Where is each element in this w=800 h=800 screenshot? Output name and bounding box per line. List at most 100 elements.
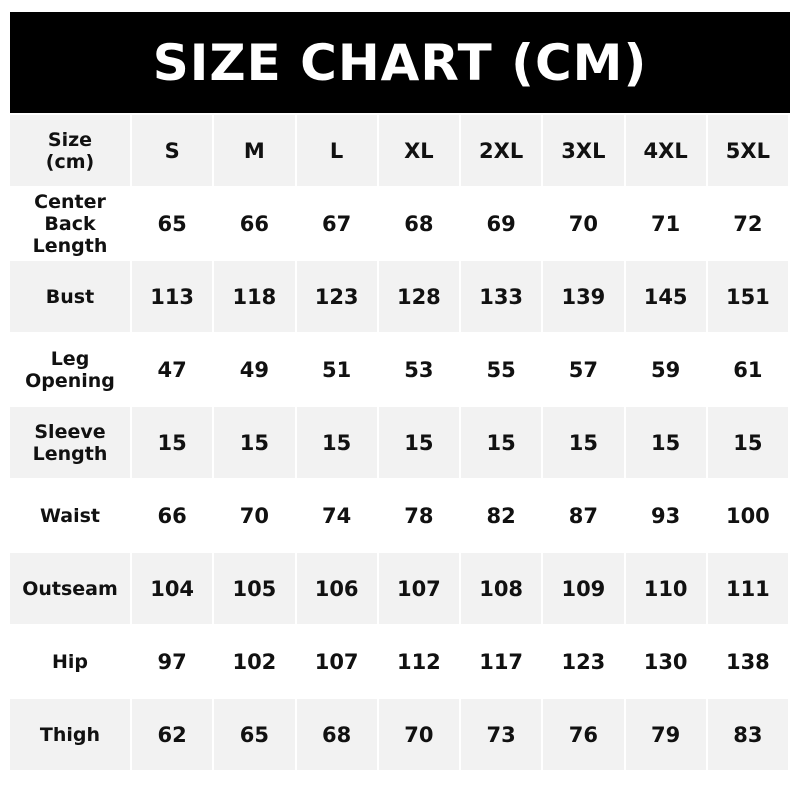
value-cell: 15 xyxy=(214,407,295,478)
value-cell: 76 xyxy=(543,699,624,770)
value-cell-text: 15 xyxy=(157,430,187,455)
value-cell: 51 xyxy=(296,334,377,405)
value-cell-text: 66 xyxy=(157,503,187,528)
value-cell: 118 xyxy=(214,261,295,332)
value-cell: 87 xyxy=(543,480,624,551)
table-row: Hip 97 102 107 112 117 123 130 138 xyxy=(10,626,788,697)
row-label-cell: Leg Opening xyxy=(10,334,130,405)
table-row: Leg Opening 47 49 51 53 55 57 59 61 xyxy=(10,334,788,405)
value-cell: 82 xyxy=(461,480,542,551)
value-cell: 65 xyxy=(214,699,295,770)
value-cell: 105 xyxy=(214,553,295,624)
value-cell: 93 xyxy=(625,480,706,551)
value-cell: 57 xyxy=(543,334,624,405)
value-cell-text: 139 xyxy=(561,284,606,309)
value-cell-text: 68 xyxy=(322,722,352,747)
table-row: Waist 66 70 74 78 82 87 93 100 xyxy=(10,480,788,551)
value-cell: 113 xyxy=(132,261,213,332)
value-cell: 97 xyxy=(132,626,213,697)
value-cell: 71 xyxy=(625,188,706,259)
value-cell: 49 xyxy=(214,334,295,405)
value-cell: 62 xyxy=(132,699,213,770)
value-cell-text: 112 xyxy=(396,649,441,674)
value-cell: 70 xyxy=(543,188,624,259)
value-cell: 130 xyxy=(625,626,706,697)
value-cell-text: 57 xyxy=(568,357,598,382)
header-row: Size (cm) S M L XL 2XL 3XL 4XL 5XL xyxy=(10,115,788,186)
row-label-cell: Waist xyxy=(10,480,130,551)
value-cell-text: 53 xyxy=(404,357,434,382)
value-cell-text: 15 xyxy=(568,430,598,455)
table-row: Thigh 62 65 68 70 73 76 79 83 xyxy=(10,699,788,770)
value-cell-text: 97 xyxy=(157,649,187,674)
value-cell-text: 15 xyxy=(651,430,681,455)
value-cell-text: 51 xyxy=(322,357,352,382)
value-cell-text: 65 xyxy=(157,211,187,236)
value-cell-text: 151 xyxy=(725,284,770,309)
value-cell-text: 70 xyxy=(568,211,598,236)
value-cell-text: 100 xyxy=(725,503,770,528)
size-header-cell-text: XL xyxy=(404,138,434,163)
value-cell: 53 xyxy=(378,334,459,405)
value-cell-text: 74 xyxy=(322,503,352,528)
size-header-cell-text: 3XL xyxy=(561,138,606,163)
value-cell-text: 87 xyxy=(568,503,598,528)
value-cell: 74 xyxy=(296,480,377,551)
row-label-cell: Bust xyxy=(10,261,130,332)
value-cell-text: 107 xyxy=(314,649,359,674)
value-cell: 65 xyxy=(132,188,213,259)
value-cell-text: 70 xyxy=(404,722,434,747)
value-cell: 83 xyxy=(707,699,788,770)
value-cell-text: 104 xyxy=(150,576,195,601)
value-cell: 72 xyxy=(707,188,788,259)
value-cell: 67 xyxy=(296,188,377,259)
value-cell-text: 62 xyxy=(157,722,187,747)
value-cell-text: 49 xyxy=(239,357,269,382)
value-cell: 15 xyxy=(461,407,542,478)
value-cell: 78 xyxy=(378,480,459,551)
value-cell-text: 145 xyxy=(643,284,688,309)
value-cell-text: 73 xyxy=(486,722,516,747)
value-cell-text: 47 xyxy=(157,357,187,382)
size-header-cell: S xyxy=(132,115,213,186)
value-cell-text: 61 xyxy=(733,357,763,382)
size-header-cell-text: S xyxy=(164,138,180,163)
value-cell-text: 82 xyxy=(486,503,516,528)
value-cell-text: 107 xyxy=(396,576,441,601)
size-header-cell-text: 4XL xyxy=(643,138,688,163)
value-cell: 15 xyxy=(625,407,706,478)
value-cell: 138 xyxy=(707,626,788,697)
value-cell: 70 xyxy=(214,480,295,551)
row-label-cell-text: Hip xyxy=(51,650,88,673)
value-cell: 128 xyxy=(378,261,459,332)
value-cell-text: 93 xyxy=(651,503,681,528)
table-row: Sleeve Length 15 15 15 15 15 15 15 15 xyxy=(10,407,788,478)
row-label-cell-text: Waist xyxy=(39,504,100,527)
value-cell-text: 72 xyxy=(733,211,763,236)
value-cell: 110 xyxy=(625,553,706,624)
row-label-cell-text: Leg Opening xyxy=(25,347,115,392)
size-header-cell: 5XL xyxy=(707,115,788,186)
table-row: Center Back Length 65 66 67 68 69 70 71 72 xyxy=(10,188,788,259)
value-cell-text: 69 xyxy=(486,211,516,236)
size-chart-table: Size (cm) S M L XL 2XL 3XL 4XL 5XL Center Back Le… xyxy=(8,113,790,772)
value-cell: 15 xyxy=(378,407,459,478)
value-cell: 66 xyxy=(132,480,213,551)
value-cell: 61 xyxy=(707,334,788,405)
size-header-cell-text: 2XL xyxy=(479,138,524,163)
value-cell: 100 xyxy=(707,480,788,551)
value-cell-text: 138 xyxy=(725,649,770,674)
value-cell-text: 15 xyxy=(404,430,434,455)
page-title: SIZE CHART (CM) xyxy=(152,33,648,92)
row-label-cell: Thigh xyxy=(10,699,130,770)
value-cell-text: 109 xyxy=(561,576,606,601)
table-row: Outseam 104 105 106 107 108 109 110 111 xyxy=(10,553,788,624)
value-cell-text: 111 xyxy=(725,576,770,601)
title-banner: SIZE CHART (CM) xyxy=(10,12,790,113)
value-cell-text: 133 xyxy=(479,284,524,309)
row-label-cell-text: Outseam xyxy=(22,577,118,600)
value-cell-text: 76 xyxy=(568,722,598,747)
value-cell-text: 123 xyxy=(561,649,606,674)
value-cell: 111 xyxy=(707,553,788,624)
value-cell: 68 xyxy=(378,188,459,259)
